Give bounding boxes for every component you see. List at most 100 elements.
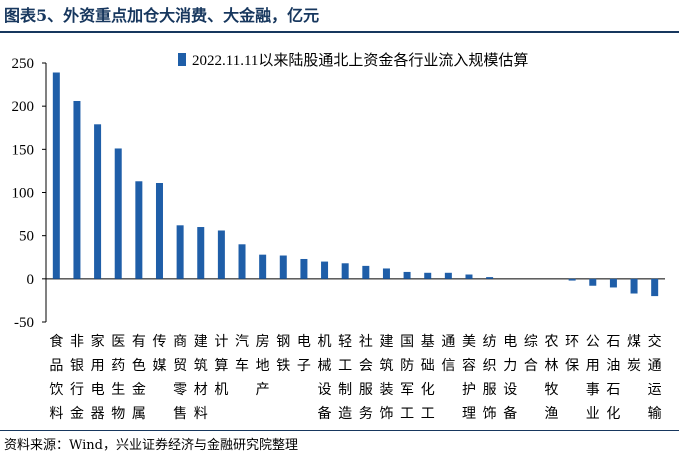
category-label-char: 材 — [194, 382, 208, 398]
category-label: 环保 — [565, 334, 579, 374]
category-label-char: 化 — [606, 406, 620, 422]
bar — [155, 183, 163, 279]
category-label-char: 基 — [421, 333, 435, 350]
category-label-char: 属 — [132, 406, 146, 422]
category-label: 计算机 — [214, 334, 228, 398]
category-label-char: 零 — [173, 382, 187, 398]
bar — [630, 278, 638, 294]
category-label-char: 产 — [256, 382, 270, 398]
category-label-char: 化 — [421, 382, 435, 398]
category-label-char: 铁 — [276, 358, 290, 374]
category-label-char: 建 — [194, 334, 208, 350]
category-label-char: 汽 — [235, 334, 249, 350]
category-label: 房地产 — [256, 334, 270, 398]
category-label-char: 工 — [400, 406, 414, 422]
category-label-char: 料 — [194, 406, 208, 422]
category-label-char: 计 — [214, 334, 228, 350]
category-label-char: 行 — [70, 382, 84, 398]
category-label-char: 渔 — [545, 406, 559, 422]
category-label-char: 子 — [297, 358, 311, 374]
legend: 2022.11.11以来陆股通北上资金各行业流入规模估算 — [178, 51, 528, 69]
category-label-char: 石 — [606, 334, 620, 350]
category-label-char: 力 — [503, 358, 517, 374]
category-label-char: 家 — [91, 333, 105, 350]
bar-layer — [52, 72, 659, 297]
category-label-char: 农 — [545, 334, 559, 350]
category-label-char: 饰 — [379, 406, 393, 422]
bar — [279, 255, 287, 279]
category-label-char: 色 — [132, 357, 146, 374]
category-label-char: 运 — [648, 382, 662, 398]
category-label-char: 造 — [338, 406, 352, 422]
y-tick-label: 250 — [12, 56, 35, 72]
category-label-char: 林 — [545, 358, 559, 374]
category-label-char: 商 — [173, 334, 187, 350]
category-label-char: 轻 — [338, 334, 352, 350]
legend-swatch — [178, 53, 186, 66]
category-label-char: 综 — [524, 334, 538, 350]
category-label-char: 信 — [441, 358, 455, 374]
category-label-char: 环 — [565, 334, 579, 350]
category-label-char: 电 — [503, 334, 517, 350]
category-label-char: 械 — [318, 358, 332, 374]
category-label-char: 传 — [152, 334, 166, 350]
category-label-char: 地 — [256, 358, 270, 374]
category-label-char: 牧 — [545, 382, 559, 398]
bar — [321, 261, 329, 279]
y-tick-label: 150 — [12, 142, 35, 158]
category-label-char: 电 — [297, 334, 311, 350]
category-label-char: 煤 — [627, 334, 641, 350]
category-label-char: 机 — [318, 334, 332, 350]
category-label-char: 合 — [524, 358, 538, 374]
category-label-char: 服 — [359, 382, 373, 398]
category-label-char: 容 — [462, 357, 476, 374]
category-label-char: 有 — [132, 334, 146, 350]
category-label-char: 筑 — [379, 358, 393, 374]
category-label-char: 算 — [214, 358, 228, 374]
category-label: 汽车 — [235, 334, 249, 374]
category-label-char: 钢 — [276, 334, 290, 350]
bar — [568, 278, 576, 281]
y-tick-label: 100 — [12, 186, 35, 202]
category-label-char: 社 — [359, 334, 373, 350]
category-label-char: 饰 — [483, 406, 497, 422]
bar — [197, 227, 205, 279]
category-label-char: 银 — [70, 358, 84, 374]
bar — [341, 263, 349, 279]
category-label-char: 电 — [91, 382, 105, 398]
category-label-char: 食 — [49, 333, 63, 350]
source-divider — [0, 430, 679, 431]
category-label-char: 务 — [359, 406, 373, 422]
category-label-char: 制 — [338, 382, 352, 398]
category-label-char: 器 — [91, 406, 105, 422]
y-tick-label: 50 — [19, 229, 34, 245]
chart-title: 图表5、外资重点加仓大消费、大金融，亿元 — [4, 6, 320, 25]
category-label-layer: 食品饮料非银行金家用电器医药生物有色金属传媒商贸零售建筑材料计算机汽车房地产钢铁… — [49, 333, 661, 422]
category-label-char: 理 — [462, 406, 476, 422]
category-label-char: 油 — [606, 358, 620, 374]
bar — [94, 124, 102, 279]
bar — [73, 100, 81, 279]
bar — [362, 265, 370, 279]
bar — [465, 274, 473, 279]
category-label-char: 础 — [421, 358, 435, 374]
category-label-char: 业 — [586, 406, 600, 422]
bar — [52, 72, 60, 279]
category-label-char: 房 — [256, 334, 270, 350]
bar — [300, 258, 308, 279]
category-label-char: 工 — [338, 358, 352, 374]
category-label-char: 建 — [379, 334, 393, 350]
